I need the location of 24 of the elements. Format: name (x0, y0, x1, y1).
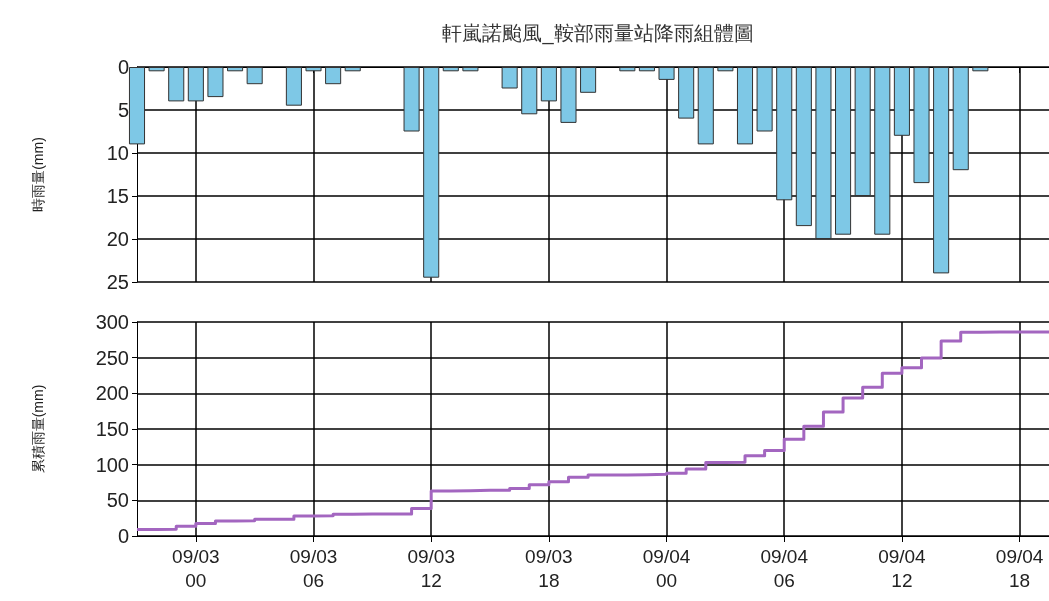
y-tick-label: 0 (117, 525, 129, 547)
y-tick-label: 50 (106, 489, 129, 512)
y-tick-label: 10 (106, 142, 129, 164)
y-tick-label: 300 (95, 311, 129, 333)
y-tick-label: 20 (106, 228, 129, 250)
y-axis-title: 累積雨量(mm) (30, 384, 46, 474)
x-tick-label: 09/03 06 (289, 545, 338, 591)
x-tick-label: 09/04 18 (995, 545, 1044, 591)
x-tick-label: 09/04 12 (878, 545, 927, 591)
x-tick-label: 09/03 18 (525, 545, 573, 591)
y-tick-label: 5 (117, 99, 129, 121)
x-tick-label: 09/03 12 (407, 545, 455, 591)
y-tick-label: 25 (106, 271, 129, 293)
x-tick-label: 09/04 00 (642, 545, 691, 591)
y-axis-title: 時雨量(mm) (30, 137, 46, 212)
x-tick-label: 09/04 06 (760, 545, 809, 591)
y-tick-label: 0 (117, 56, 129, 78)
y-tick-label: 100 (95, 453, 129, 476)
y-tick-label: 200 (95, 382, 129, 405)
y-tick-label: 150 (95, 418, 129, 440)
y-tick-label: 250 (95, 346, 129, 369)
chart-title: 軒嵐諾颱風_鞍部雨量站降雨組體圖 (442, 22, 754, 45)
y-tick-label: 15 (106, 185, 129, 207)
x-tick-label: 09/03 00 (172, 545, 220, 591)
